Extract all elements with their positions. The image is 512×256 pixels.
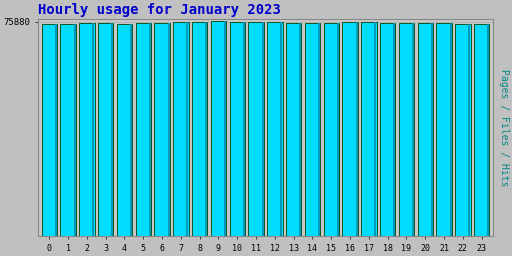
Bar [474, 24, 489, 236]
Bar [262, 22, 264, 236]
Bar [211, 21, 226, 236]
Bar [450, 24, 452, 236]
Bar [286, 23, 302, 236]
Bar [186, 22, 188, 236]
Bar [192, 22, 207, 236]
Bar [55, 24, 57, 236]
Bar [431, 23, 433, 236]
Bar [305, 23, 320, 236]
Bar [361, 22, 377, 236]
Bar [117, 24, 132, 236]
Bar [399, 23, 414, 236]
Bar [41, 24, 57, 236]
Bar [205, 22, 207, 236]
Bar [324, 23, 339, 236]
Bar [111, 23, 113, 236]
Bar [374, 22, 376, 236]
Bar [167, 23, 169, 236]
Bar [92, 24, 94, 236]
Bar [130, 24, 132, 236]
Bar [380, 23, 395, 236]
Text: Hourly usage for January 2023: Hourly usage for January 2023 [38, 4, 281, 17]
Bar [173, 22, 188, 236]
Bar [356, 22, 357, 236]
Bar [337, 23, 339, 236]
Bar [436, 24, 452, 236]
Bar [224, 21, 226, 236]
Bar [60, 24, 76, 236]
Bar [418, 23, 433, 236]
Bar [79, 24, 95, 236]
Bar [299, 23, 301, 236]
Bar [154, 23, 170, 236]
Bar [229, 22, 245, 236]
Bar [136, 24, 151, 236]
Bar [343, 22, 358, 236]
Bar [74, 24, 76, 236]
Bar [412, 23, 414, 236]
Bar [487, 24, 489, 236]
Bar [393, 23, 395, 236]
Bar [318, 23, 320, 236]
Bar [243, 22, 245, 236]
Y-axis label: Pages / Files / Hits: Pages / Files / Hits [499, 69, 508, 186]
Bar [98, 23, 113, 236]
Bar [281, 22, 283, 236]
Bar [468, 24, 471, 236]
Bar [248, 22, 264, 236]
Bar [149, 24, 151, 236]
Bar [455, 24, 471, 236]
Bar [267, 22, 283, 236]
